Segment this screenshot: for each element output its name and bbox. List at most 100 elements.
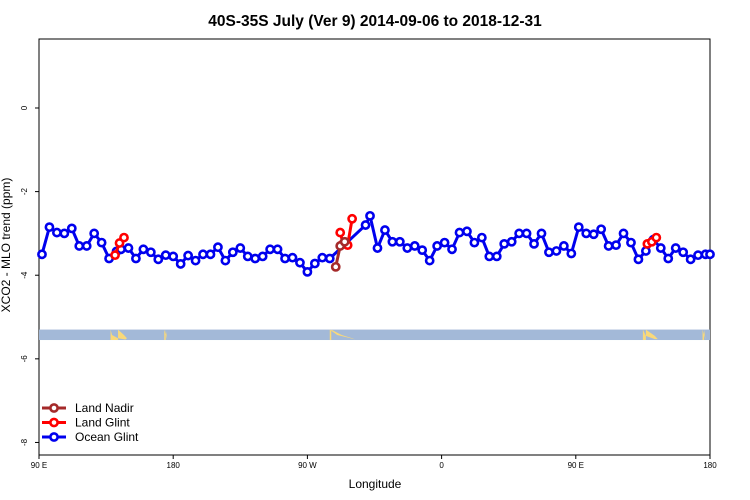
ocean_glint-point (317, 252, 328, 263)
ocean_glint-point (663, 253, 674, 264)
y-tick-label: -2 (20, 188, 29, 196)
ocean_glint-point (566, 248, 577, 259)
ocean_glint-point (454, 227, 465, 238)
ocean_glint-point (250, 253, 261, 264)
ocean_glint-point (309, 258, 320, 269)
x-tick-label: 180 (167, 461, 181, 470)
ocean_glint-point (462, 226, 472, 237)
ocean_glint-point (81, 241, 92, 251)
y-tick-label: -6 (20, 355, 29, 363)
ocean_glint-point (183, 250, 194, 261)
ocean-band (39, 329, 710, 341)
ocean_glint-point (51, 227, 62, 238)
land_glint-point (110, 250, 120, 261)
ocean_glint-point (705, 249, 715, 260)
ocean_glint-point (484, 251, 495, 262)
ocean_glint-point (302, 266, 313, 277)
legend-swatch-point (49, 417, 59, 428)
y-axis: 0 -2 -4 -6 -8 (20, 105, 39, 446)
ocean_glint-point (160, 250, 171, 261)
ocean_glint-point (272, 244, 283, 255)
ocean_glint-point (380, 225, 390, 235)
ocean_glint-point (558, 241, 569, 251)
ocean_glint-point (491, 251, 502, 262)
x-axis-label: Longitude (349, 477, 402, 491)
ocean_glint-point (611, 240, 621, 251)
ocean_glint-point (96, 237, 107, 248)
ocean_glint-point (131, 253, 141, 264)
ocean_glint-point (529, 238, 539, 249)
ocean_glint-point (626, 237, 636, 248)
ocean_glint-point (633, 254, 644, 265)
ocean_glint-point (257, 251, 268, 262)
chart-title: 40S-35S July (Ver 9) 2014-09-06 to 2018-… (208, 13, 542, 30)
plot-frame (38, 38, 711, 456)
x-tick-label: 90 E (31, 461, 47, 470)
ocean_glint-point (693, 250, 703, 261)
ocean_glint-point (581, 228, 592, 239)
ocean_glint-point (242, 251, 253, 262)
legend-label: Land Nadir (75, 401, 134, 415)
y-tick-label: -8 (20, 438, 29, 446)
x-tick-label: 90 W (298, 461, 317, 470)
land_glint-point (119, 232, 129, 243)
ocean_glint-point (476, 232, 487, 243)
ocean_glint-point (205, 249, 216, 260)
land-band (39, 329, 710, 341)
ocean_glint-point (596, 224, 607, 235)
y-tick-label: -4 (20, 271, 29, 279)
ocean_glint-point (402, 243, 413, 253)
ocean_glint-point (521, 228, 532, 239)
y-tick-label: 0 (20, 105, 29, 110)
ocean_glint-point (365, 210, 375, 221)
ocean_glint-point (417, 245, 428, 256)
y-axis-label: XCO2 - MLO trend (ppm) (0, 178, 13, 313)
ocean_glint-point (573, 222, 584, 233)
ocean_glint-point (74, 241, 85, 251)
ocean_glint-point (280, 253, 290, 264)
ocean_glint-point (198, 249, 208, 260)
ocean_glint-point (506, 236, 517, 247)
ocean_glint-point (544, 247, 554, 258)
ocean_glint-point (295, 257, 305, 268)
ocean_glint-point (551, 246, 562, 256)
x-tick-label: 90 E (568, 461, 584, 470)
ocean_glint-point (235, 243, 246, 253)
ocean_glint-point (44, 222, 55, 233)
ocean_glint-point (220, 255, 231, 266)
ocean_glint-point (424, 255, 435, 266)
land-patch (164, 329, 168, 341)
ocean_glint-point (469, 237, 480, 248)
ocean_glint-point (603, 241, 614, 251)
land_glint-point (335, 227, 346, 238)
ocean_glint-point (394, 236, 405, 247)
ocean_glint-point (265, 244, 276, 255)
series-layer (37, 210, 715, 277)
land_nadir-point (330, 261, 341, 272)
land_glint-point (347, 213, 358, 224)
land_glint-point (651, 232, 662, 243)
ocean_glint-point (499, 238, 510, 249)
ocean_glint-point (432, 241, 443, 251)
ocean_glint-point (387, 236, 398, 247)
legend-label: Land Glint (75, 416, 130, 430)
ocean_glint-point (439, 237, 450, 248)
ocean_glint-point (618, 228, 629, 239)
ocean_glint-point (190, 255, 201, 266)
ocean_glint-point (227, 247, 238, 258)
legend-swatch-point (49, 432, 59, 442)
ocean_glint-point (145, 247, 156, 258)
land-patch (329, 329, 356, 341)
land_nadir-point (339, 236, 350, 247)
ocean_glint-point (138, 244, 149, 255)
ocean_glint-point (447, 244, 457, 255)
ocean_glint-point (588, 229, 599, 240)
x-tick-label: 0 (439, 461, 444, 470)
ocean_glint-point (66, 223, 77, 234)
ocean_glint-point (287, 252, 298, 263)
land-patch (702, 329, 706, 341)
ocean_glint-point (409, 241, 420, 251)
x-tick-label: 180 (703, 461, 717, 470)
